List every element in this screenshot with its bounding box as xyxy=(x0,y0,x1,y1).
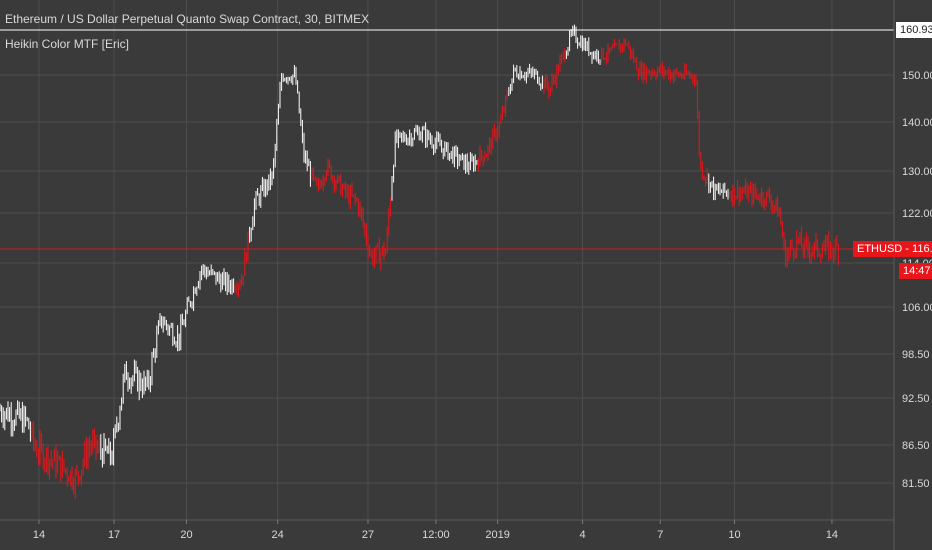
x-tick-label: 24 xyxy=(272,529,284,541)
y-tick-label: 122.00 xyxy=(902,208,932,220)
y-tick-label: 86.50 xyxy=(902,440,930,452)
current-price-tag: ETHUSD - 116.25 xyxy=(853,240,932,257)
x-axis[interactable]: 14 17 20 24 27 12:00 2019 4 7 10 14 xyxy=(33,520,838,541)
y-tick-label: 130.00 xyxy=(902,166,932,178)
chart-title: Ethereum / US Dollar Perpetual Quanto Sw… xyxy=(5,12,370,26)
current-price-value: 116.25 xyxy=(912,242,932,255)
x-tick-label: 14 xyxy=(33,529,45,541)
indicator-legend[interactable]: Heikin Color MTF [Eric] xyxy=(5,37,130,51)
x-tick-label: 17 xyxy=(108,529,120,541)
candle-series xyxy=(0,24,839,500)
countdown-tag: 14:47 xyxy=(899,262,932,279)
y-tick-label: 92.50 xyxy=(902,393,930,405)
x-tick-label: 4 xyxy=(579,529,585,541)
x-tick-label: 7 xyxy=(657,529,663,541)
y-tick-label: 106.00 xyxy=(902,302,932,314)
chart-grid xyxy=(0,0,894,520)
y-tick-label: 98.50 xyxy=(902,349,930,361)
y-tick-label: 140.00 xyxy=(902,117,932,129)
y-tick-label: 150.00 xyxy=(902,70,932,82)
symbol-label: ETHUSD xyxy=(857,242,903,255)
x-tick-label: 14 xyxy=(826,529,838,541)
y-tick-label: 81.50 xyxy=(902,478,930,490)
x-tick-label: 20 xyxy=(180,529,192,541)
x-tick-label: 12:00 xyxy=(422,529,450,541)
x-tick-label: 27 xyxy=(362,529,374,541)
price-separator: - xyxy=(905,242,913,255)
x-tick-label: 10 xyxy=(728,529,740,541)
x-tick-label: 2019 xyxy=(485,529,509,541)
high-price-tag: 160.93 xyxy=(896,22,932,38)
